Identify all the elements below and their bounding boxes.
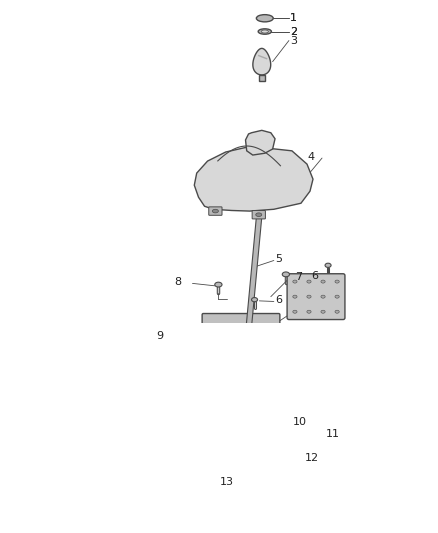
Text: 4: 4 [307, 152, 314, 162]
Ellipse shape [307, 295, 311, 298]
Ellipse shape [307, 280, 311, 283]
Ellipse shape [321, 310, 325, 313]
Text: 1: 1 [290, 13, 297, 23]
Text: 12: 12 [305, 453, 319, 463]
Ellipse shape [241, 326, 247, 334]
Ellipse shape [251, 297, 258, 302]
Text: 10: 10 [293, 417, 307, 427]
Text: 8: 8 [174, 277, 181, 287]
Ellipse shape [321, 295, 325, 298]
Ellipse shape [293, 295, 297, 298]
Polygon shape [191, 354, 292, 366]
Ellipse shape [321, 280, 325, 283]
Ellipse shape [216, 337, 223, 346]
Polygon shape [194, 147, 313, 211]
FancyBboxPatch shape [287, 274, 345, 320]
FancyBboxPatch shape [202, 313, 280, 358]
Text: 6: 6 [311, 271, 318, 281]
Text: 1: 1 [290, 13, 297, 23]
Ellipse shape [263, 461, 267, 464]
Ellipse shape [293, 280, 297, 283]
Ellipse shape [282, 272, 290, 277]
Ellipse shape [261, 30, 268, 33]
Ellipse shape [325, 263, 331, 268]
Text: 7: 7 [295, 272, 302, 282]
Ellipse shape [335, 310, 339, 313]
Polygon shape [232, 456, 237, 480]
Polygon shape [253, 49, 271, 75]
Text: 2: 2 [290, 27, 297, 37]
Text: 11: 11 [326, 429, 340, 439]
Ellipse shape [261, 459, 268, 465]
Ellipse shape [309, 441, 317, 447]
Polygon shape [246, 217, 262, 327]
FancyBboxPatch shape [252, 211, 265, 219]
Polygon shape [259, 75, 265, 81]
Ellipse shape [258, 29, 272, 34]
Text: 13: 13 [219, 477, 233, 487]
Ellipse shape [293, 310, 297, 313]
Ellipse shape [186, 441, 193, 447]
Polygon shape [190, 469, 279, 474]
FancyBboxPatch shape [227, 466, 241, 477]
Polygon shape [246, 131, 275, 155]
Ellipse shape [229, 337, 235, 346]
Ellipse shape [215, 282, 222, 287]
Ellipse shape [216, 326, 223, 334]
Ellipse shape [256, 14, 273, 22]
Ellipse shape [229, 326, 235, 334]
Ellipse shape [235, 390, 243, 396]
Text: 3: 3 [290, 36, 297, 45]
Ellipse shape [276, 469, 282, 474]
Ellipse shape [212, 209, 219, 213]
FancyBboxPatch shape [209, 207, 222, 215]
Text: 5: 5 [275, 254, 282, 264]
Polygon shape [190, 442, 313, 446]
Ellipse shape [256, 213, 262, 216]
Ellipse shape [186, 469, 193, 474]
Text: 9: 9 [156, 331, 163, 341]
Ellipse shape [335, 280, 339, 283]
Text: 2: 2 [290, 27, 297, 37]
Text: 6: 6 [275, 295, 282, 305]
Ellipse shape [335, 295, 339, 298]
Ellipse shape [307, 310, 311, 313]
